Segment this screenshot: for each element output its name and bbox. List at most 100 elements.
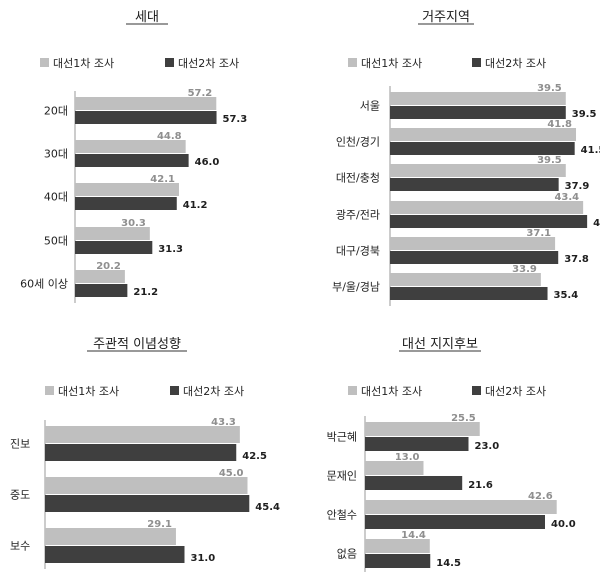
bar-series1 xyxy=(75,97,217,110)
bar-series1 xyxy=(365,461,424,475)
bar-series1 xyxy=(390,201,584,214)
legend-swatch-series1 xyxy=(40,58,49,67)
data-label-series2: 45.4 xyxy=(255,502,280,513)
bar-series2 xyxy=(365,437,469,451)
bar-series1 xyxy=(45,477,248,494)
data-label-series1: 25.5 xyxy=(451,413,476,424)
bar-series1 xyxy=(75,183,179,196)
legend-swatch-series2 xyxy=(472,58,481,67)
data-label-series1: 39.5 xyxy=(537,155,562,166)
bar-series2 xyxy=(390,142,575,155)
data-label-series1: 29.1 xyxy=(147,519,172,530)
legend-label-series2: 대선2차 조사 xyxy=(183,385,244,398)
data-label-series1: 37.1 xyxy=(526,228,551,239)
data-label-series1: 43.4 xyxy=(554,192,579,203)
category-label: 중도 xyxy=(10,489,30,502)
category-label: 진보 xyxy=(10,438,30,451)
legend-label-series1: 대선1차 조사 xyxy=(361,385,422,398)
bar-series2 xyxy=(75,284,128,297)
bar-series1 xyxy=(365,422,480,436)
data-label-series1: 39.5 xyxy=(537,83,562,94)
data-label-series2: 31.0 xyxy=(191,553,216,564)
legend-swatch-series2 xyxy=(472,386,481,395)
bar-series2 xyxy=(75,241,153,254)
data-label-series2: 37.8 xyxy=(564,254,589,265)
category-label: 박근혜 xyxy=(327,431,357,444)
chart-title: 대선 지지후보 xyxy=(402,337,478,352)
legend-label-series1: 대선1차 조사 xyxy=(53,57,114,70)
legend-label-series2: 대선2차 조사 xyxy=(178,57,239,70)
data-label-series1: 57.2 xyxy=(188,88,213,99)
data-label-series1: 14.4 xyxy=(401,530,426,541)
legend-swatch-series1 xyxy=(348,58,357,67)
data-label-series1: 43.3 xyxy=(211,417,236,428)
bar-series1 xyxy=(390,237,556,250)
data-label-series2: 41.2 xyxy=(183,200,208,211)
data-label-series1: 45.0 xyxy=(219,468,244,479)
category-label: 없음 xyxy=(337,548,357,561)
legend-swatch-series2 xyxy=(170,386,179,395)
category-label: 40대 xyxy=(44,191,68,204)
legend: 대선1차 조사 대선2차 조사 xyxy=(45,385,244,398)
bar-series1 xyxy=(390,128,577,141)
data-label-series2: 44.3 xyxy=(593,218,600,229)
category-label: 30대 xyxy=(44,148,68,161)
bar-series1 xyxy=(45,528,176,545)
bar-series2 xyxy=(45,546,185,563)
bar-series2 xyxy=(75,197,177,210)
legend: 대선1차 조사 대선2차 조사 xyxy=(348,57,546,70)
data-label-series1: 42.6 xyxy=(528,491,553,502)
bar-series2 xyxy=(390,106,566,119)
legend-swatch-series1 xyxy=(348,386,357,395)
data-label-series2: 21.2 xyxy=(133,287,158,298)
data-label-series1: 20.2 xyxy=(96,261,121,272)
data-label-series2: 21.6 xyxy=(468,480,493,491)
data-label-series2: 31.3 xyxy=(158,244,183,255)
category-label: 대구/경북 xyxy=(336,245,380,258)
category-label: 대전/충청 xyxy=(336,172,380,185)
data-label-series1: 42.1 xyxy=(150,174,175,185)
category-label: 보수 xyxy=(10,540,30,553)
data-label-series1: 41.8 xyxy=(547,119,572,130)
data-label-series2: 35.4 xyxy=(554,290,579,301)
bar-series2 xyxy=(365,515,545,529)
legend-swatch-series1 xyxy=(45,386,54,395)
data-label-series2: 23.0 xyxy=(475,441,500,452)
bar-series2 xyxy=(45,444,237,461)
bar-series1 xyxy=(75,140,186,153)
legend-swatch-series2 xyxy=(165,58,174,67)
category-label: 60세 이상 xyxy=(20,278,68,291)
data-label-series2: 42.5 xyxy=(242,451,267,462)
bar-series1 xyxy=(390,92,566,105)
category-label: 광주/전라 xyxy=(336,209,380,222)
category-label: 50대 xyxy=(44,235,68,248)
bar-series2 xyxy=(390,178,559,191)
bar-series2 xyxy=(390,215,588,228)
bar-series2 xyxy=(45,495,250,512)
legend-label-series1: 대선1차 조사 xyxy=(361,57,422,70)
chart-title: 거주지역 xyxy=(422,10,470,25)
bar-series1 xyxy=(365,539,430,553)
data-label-series2: 37.9 xyxy=(565,181,590,192)
bar-series2 xyxy=(390,287,548,300)
bar-series1 xyxy=(75,227,150,240)
chart-title: 주관적 이념성향 xyxy=(93,337,181,352)
category-label: 안철수 xyxy=(327,509,357,522)
legend: 대선1차 조사 대선2차 조사 xyxy=(348,385,546,398)
bar-series2 xyxy=(390,251,559,264)
bar-series1 xyxy=(45,426,240,443)
data-label-series1: 30.3 xyxy=(121,218,146,229)
category-label: 인천/경기 xyxy=(336,135,380,149)
category-label: 20대 xyxy=(44,105,68,118)
bar-series2 xyxy=(75,154,189,167)
data-label-series2: 40.0 xyxy=(551,519,576,530)
legend-label-series1: 대선1차 조사 xyxy=(58,385,119,398)
data-label-series2: 41.5 xyxy=(581,145,600,156)
bar-series2 xyxy=(365,554,431,568)
bar-series1 xyxy=(390,164,566,177)
category-label: 문재인 xyxy=(327,470,357,483)
bar-series1 xyxy=(390,273,541,286)
